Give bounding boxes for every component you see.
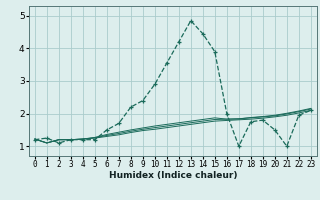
X-axis label: Humidex (Indice chaleur): Humidex (Indice chaleur) — [108, 171, 237, 180]
